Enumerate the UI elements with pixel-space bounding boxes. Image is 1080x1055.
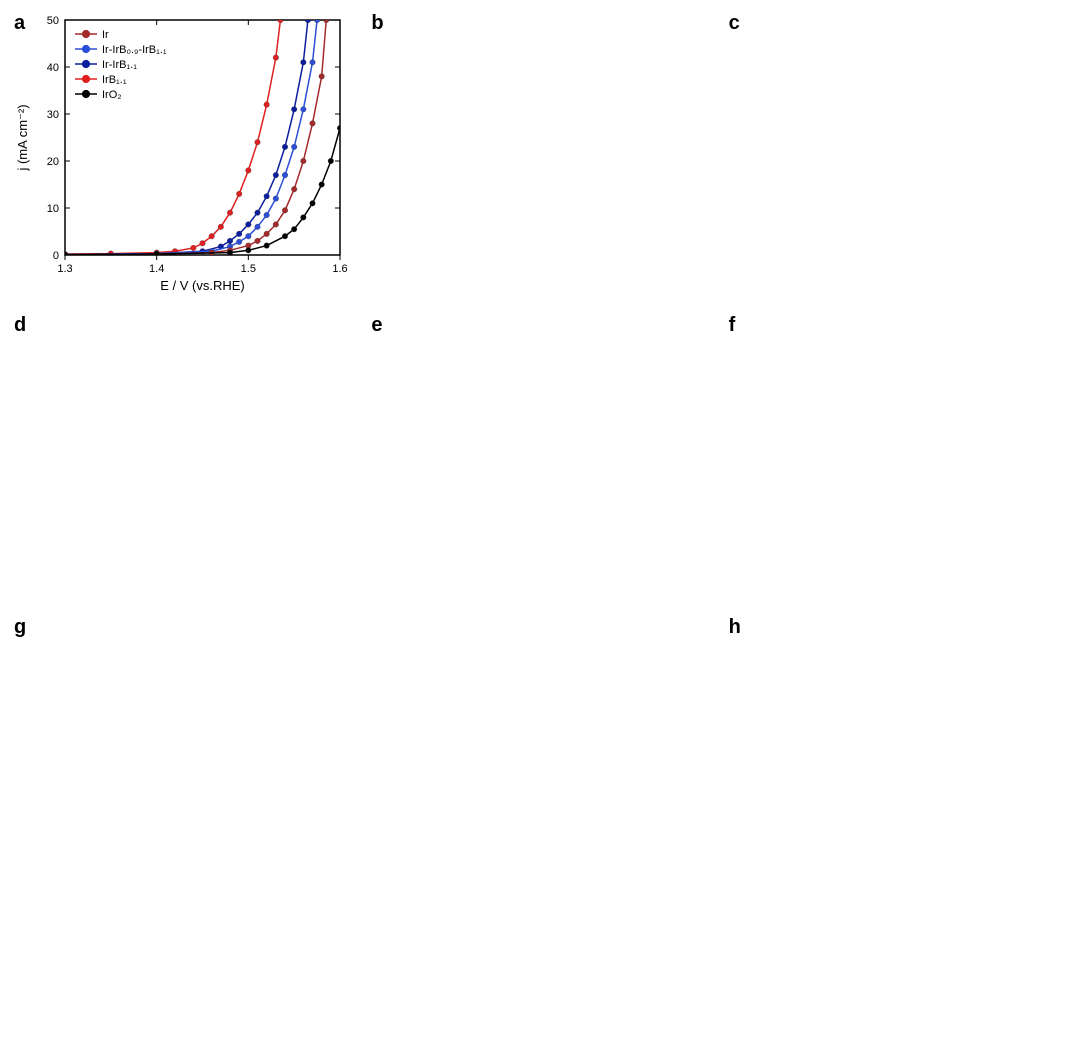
svg-text:Ir-IrB₀.₉-IrB₁.₁: Ir-IrB₀.₉-IrB₁.₁: [102, 44, 167, 56]
svg-text:IrO₂: IrO₂: [102, 89, 122, 101]
panel-c: c: [725, 10, 1070, 300]
svg-text:20: 20: [47, 156, 59, 168]
svg-text:Ir-IrB₁.₁: Ir-IrB₁.₁: [102, 59, 137, 71]
panel-g-label: g: [14, 616, 26, 639]
figure-grid: a 1.3 1.4 1.5 1.6 0 10 20 30 40 50 E / V (vs.RHE) j…: [10, 10, 1070, 904]
panel-d: d: [10, 312, 355, 602]
svg-text:50: 50: [47, 15, 59, 27]
panel-b-label: b: [371, 12, 383, 35]
svg-text:1.5: 1.5: [241, 263, 256, 275]
svg-text:Ir: Ir: [102, 29, 109, 41]
panel-d-plot: [10, 312, 350, 602]
panel-a-label: a: [14, 12, 25, 35]
panel-e-label: e: [371, 314, 382, 337]
panel-f-label: f: [729, 314, 736, 337]
panel-e: e: [367, 312, 712, 602]
panel-d-label: d: [14, 314, 26, 337]
svg-text:0: 0: [53, 250, 59, 262]
svg-text:1.3: 1.3: [57, 263, 72, 275]
svg-text:IrB₁.₁: IrB₁.₁: [102, 74, 127, 86]
svg-text:1.4: 1.4: [149, 263, 164, 275]
panel-c-plot: [725, 10, 1065, 300]
svg-text:10: 10: [47, 203, 59, 215]
panel-g: g: [10, 614, 713, 904]
panel-g-plot: [10, 614, 702, 904]
svg-text:j (mA cm⁻²): j (mA cm⁻²): [15, 104, 30, 171]
svg-text:30: 30: [47, 109, 59, 121]
panel-h-label: h: [729, 616, 741, 639]
panel-a-plot: 1.3 1.4 1.5 1.6 0 10 20 30 40 50 E / V (vs.RHE) j (…: [10, 10, 350, 300]
panel-a: a 1.3 1.4 1.5 1.6 0 10 20 30 40 50 E / V (vs.RHE) j…: [10, 10, 355, 300]
svg-text:E / V (vs.RHE): E / V (vs.RHE): [160, 278, 245, 293]
svg-text:40: 40: [47, 62, 59, 74]
panel-c-label: c: [729, 12, 740, 35]
panel-h: h: [725, 614, 1070, 904]
svg-text:1.6: 1.6: [332, 263, 347, 275]
panel-f: f: [725, 312, 1070, 602]
panel-e-plot: [367, 312, 707, 602]
panel-h-plot: [725, 614, 1065, 904]
panel-b: b: [367, 10, 712, 300]
panel-f-plot: [725, 312, 1065, 602]
panel-b-plot: [367, 10, 707, 300]
